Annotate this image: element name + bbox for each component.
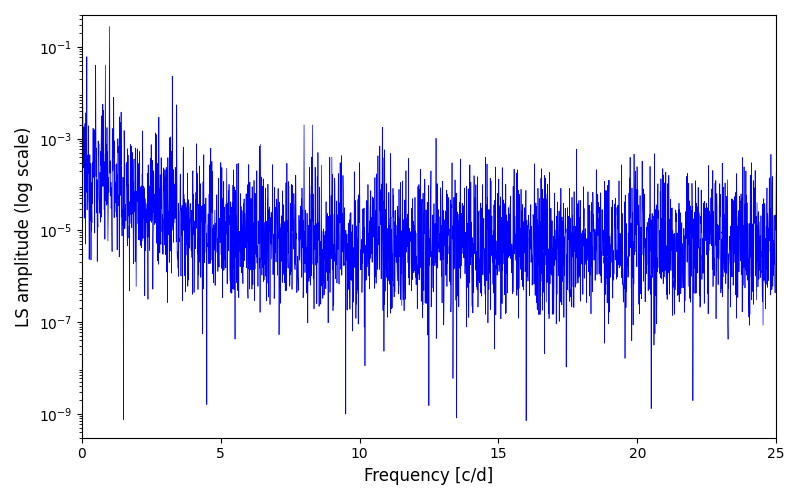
X-axis label: Frequency [c/d]: Frequency [c/d] bbox=[364, 467, 494, 485]
Y-axis label: LS amplitude (log scale): LS amplitude (log scale) bbox=[15, 126, 33, 326]
